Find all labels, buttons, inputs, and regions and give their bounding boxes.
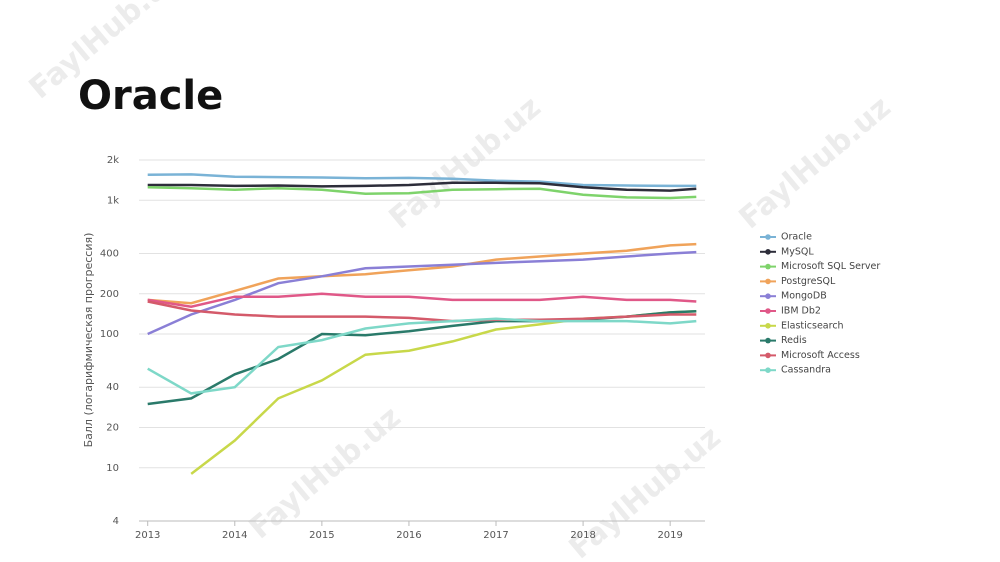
y-tick-label: 2k — [107, 155, 119, 166]
series-line — [147, 300, 697, 323]
y-tick-label: 20 — [106, 423, 119, 434]
y-tick-label: 100 — [100, 329, 119, 340]
series-line — [147, 317, 697, 395]
series-line — [147, 242, 697, 305]
legend-label: Oracle — [781, 232, 812, 243]
legend-label: Redis — [781, 335, 807, 346]
legend-label: MySQL — [781, 246, 814, 257]
legend-marker — [765, 367, 771, 374]
legend-marker — [765, 352, 771, 359]
series-line — [147, 309, 697, 406]
x-tick-label: 2018 — [570, 530, 595, 541]
x-tick-label: 2016 — [396, 530, 421, 541]
legend-marker — [765, 278, 771, 285]
legend-label: PostgreSQL — [781, 276, 836, 287]
series-line — [190, 309, 697, 475]
y-tick-label: 10 — [106, 463, 119, 474]
x-tick-label: 2019 — [657, 530, 682, 541]
x-tick-label: 2017 — [483, 530, 508, 541]
legend-label: Microsoft Access — [781, 350, 860, 361]
legend-marker — [765, 308, 771, 314]
legend-label: IBM Db2 — [781, 306, 821, 317]
y-axis-label: Балл (логарифмическая прогрессия) — [82, 233, 95, 448]
legend-marker — [765, 323, 771, 329]
legend-marker — [765, 337, 771, 344]
y-tick-label: 400 — [100, 248, 119, 259]
series-line — [147, 186, 697, 200]
legend-marker — [765, 293, 771, 300]
slide-title: Oracle — [78, 73, 223, 119]
x-tick-label: 2013 — [135, 530, 160, 541]
series-line — [147, 181, 697, 192]
legend-marker — [765, 234, 771, 240]
legend-label: Cassandra — [781, 365, 831, 376]
legend-label: Microsoft SQL Server — [781, 261, 880, 272]
legend-label: Elasticsearch — [781, 320, 844, 331]
series-line — [147, 173, 697, 188]
watermark: FaylHub.uz — [383, 90, 548, 236]
y-tick-label: 4 — [113, 516, 119, 527]
watermark: FaylHub.uz — [733, 90, 898, 236]
x-tick-label: 2015 — [309, 530, 334, 541]
y-tick-label: 200 — [100, 289, 119, 300]
legend-label: MongoDB — [781, 291, 827, 302]
watermark: FaylHub.uz — [243, 400, 408, 546]
y-tick-label: 1k — [107, 195, 119, 206]
y-tick-label: 40 — [106, 382, 119, 393]
legend-marker — [765, 249, 771, 255]
x-tick-label: 2014 — [222, 530, 247, 541]
legend-marker — [765, 263, 771, 270]
series-line — [147, 292, 697, 308]
